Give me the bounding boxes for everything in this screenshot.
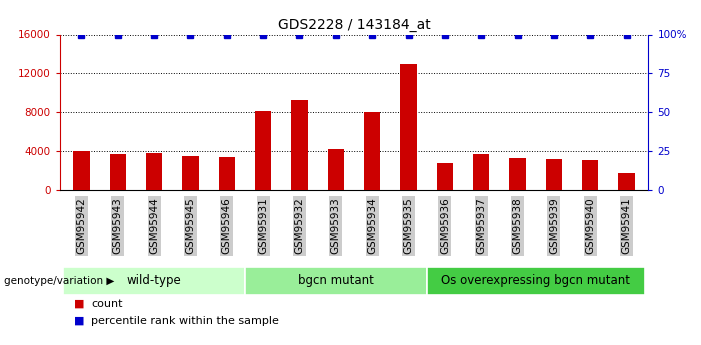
Bar [437,162,453,190]
Text: bgcn mutant: bgcn mutant [298,274,374,287]
Text: GSM95937: GSM95937 [476,197,486,254]
Bar [510,158,526,190]
Bar [618,173,635,190]
Text: ■: ■ [74,299,84,308]
Text: ■: ■ [74,316,84,326]
Text: GSM95934: GSM95934 [367,197,377,254]
Bar [427,267,645,295]
Bar [255,111,271,190]
Bar [109,154,126,190]
Bar [582,160,599,190]
Bar [219,157,235,190]
Text: GSM95940: GSM95940 [585,197,595,254]
Text: GSM95943: GSM95943 [113,197,123,254]
Text: GSM95944: GSM95944 [149,197,159,254]
Text: Os overexpressing bgcn mutant: Os overexpressing bgcn mutant [441,274,630,287]
Bar [146,153,162,190]
Bar [245,267,427,295]
Text: wild-type: wild-type [127,274,182,287]
Text: GSM95933: GSM95933 [331,197,341,254]
Bar [364,112,381,190]
Title: GDS2228 / 143184_at: GDS2228 / 143184_at [278,18,430,32]
Text: GSM95942: GSM95942 [76,197,86,254]
Bar [63,267,245,295]
Text: GSM95935: GSM95935 [404,197,414,254]
Bar [182,156,198,190]
Text: GSM95946: GSM95946 [222,197,232,254]
Text: GSM95931: GSM95931 [258,197,268,254]
Bar [327,149,344,190]
Text: GSM95932: GSM95932 [294,197,304,254]
Text: count: count [91,299,123,308]
Bar [292,100,308,190]
Text: genotype/variation ▶: genotype/variation ▶ [4,276,114,286]
Bar [546,159,562,190]
Text: GSM95936: GSM95936 [440,197,450,254]
Bar [73,151,90,190]
Bar [400,63,416,190]
Text: GSM95945: GSM95945 [186,197,196,254]
Bar [473,154,489,190]
Text: GSM95939: GSM95939 [549,197,559,254]
Text: percentile rank within the sample: percentile rank within the sample [91,316,279,326]
Text: GSM95941: GSM95941 [622,197,632,254]
Text: GSM95938: GSM95938 [512,197,522,254]
